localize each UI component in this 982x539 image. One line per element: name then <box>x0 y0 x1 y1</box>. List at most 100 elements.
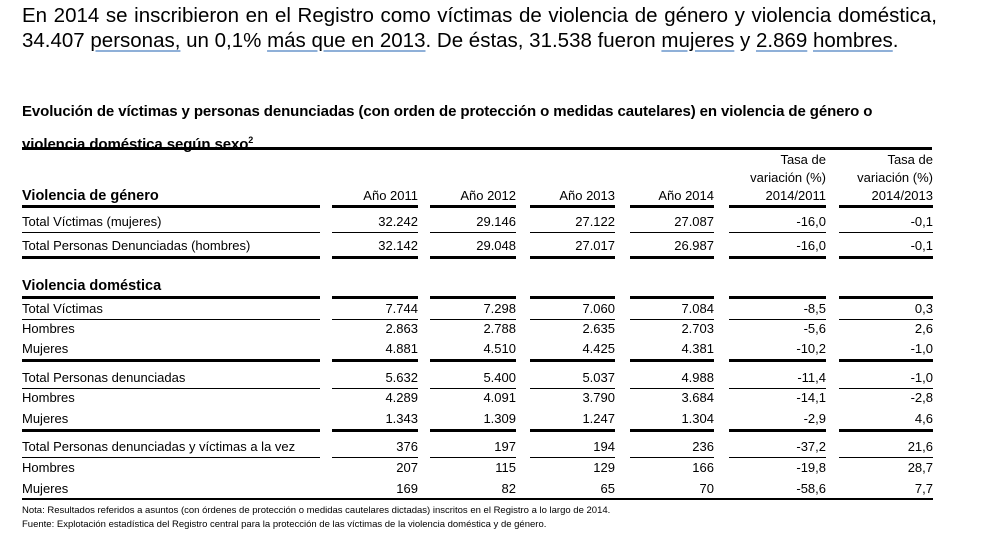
intro-paragraph: En 2014 se inscribieron en el Registro c… <box>22 4 937 53</box>
intro-text: . De éstas, 31.538 fueron <box>425 28 662 52</box>
cell-value: 27.017 <box>530 236 615 259</box>
intro-text: y <box>734 28 756 52</box>
table-header: Violencia de género Año 2011 Año 2012 Añ… <box>0 152 982 208</box>
note-text: Nota: Resultados referidos a asuntos (co… <box>22 505 611 516</box>
cell-value: 26.987 <box>630 236 714 259</box>
h: Tasa de <box>780 152 826 167</box>
cell-value: -11,4 <box>729 368 826 389</box>
cell-value: 82 <box>501 481 516 496</box>
cell-value: 236 <box>630 437 714 458</box>
cell-value: 7.084 <box>630 299 714 320</box>
header-2013: Año 2013 <box>530 187 615 208</box>
cell-value: 27.087 <box>630 212 714 233</box>
cell-value: -58,6 <box>796 481 826 496</box>
header-2012: Año 2012 <box>430 187 516 208</box>
cell-value: 32.242 <box>332 212 418 233</box>
cell-value: 70 <box>699 481 714 496</box>
cell-value: -10,2 <box>729 339 826 362</box>
cell-value: 27.122 <box>530 212 615 233</box>
row-label: Total Víctimas (mujeres) <box>22 212 320 233</box>
cell-value: 29.146 <box>430 212 516 233</box>
cell-value: -1,0 <box>839 368 933 389</box>
cell-value: -19,8 <box>796 460 826 475</box>
cell-value: 7.744 <box>332 299 418 320</box>
h: variación (%) <box>857 170 933 185</box>
header-violencia-genero: Violencia de género <box>22 187 320 208</box>
cell-value: 65 <box>600 481 615 496</box>
cell-value: -5,6 <box>803 321 826 336</box>
cell-value: 1.343 <box>332 409 418 432</box>
cell-value: 4.091 <box>483 390 516 405</box>
cell-value: 207 <box>396 460 418 475</box>
cell-value: 2.703 <box>681 321 714 336</box>
intro-text: un 0,1% <box>180 28 268 52</box>
row-label: Mujeres <box>22 481 69 496</box>
cell-value: 1.247 <box>530 409 615 432</box>
rule <box>430 276 516 299</box>
cell-value: 2.863 <box>385 321 418 336</box>
cell-value: 4.881 <box>332 339 418 362</box>
cell-value: 376 <box>332 437 418 458</box>
cell-value: 4.425 <box>530 339 615 362</box>
intro-text: En 2014 se inscribieron en el Registro c… <box>22 4 937 52</box>
source-text: Fuente: Explotación estadística del Regi… <box>22 519 547 530</box>
row-label: Mujeres <box>22 409 320 432</box>
cell-value: 0,3 <box>839 299 933 320</box>
cell-value: 3.790 <box>582 390 615 405</box>
row-label: Mujeres <box>22 339 320 362</box>
header-tasa-2013: Tasa de variación (%) 2014/2013 <box>839 151 933 208</box>
rule <box>630 276 714 299</box>
row-label: Total Personas denunciadas <box>22 368 320 389</box>
row-label: Hombres <box>22 321 75 336</box>
cell-value: 2,6 <box>914 321 933 336</box>
h: variación (%) <box>750 170 826 185</box>
intro-text: mujeres <box>661 28 735 52</box>
cell-value: 4,6 <box>839 409 933 432</box>
cell-value: 4.381 <box>630 339 714 362</box>
cell-value: -8,5 <box>729 299 826 320</box>
cell-value: 129 <box>593 460 615 475</box>
title-rule <box>22 147 932 150</box>
cell-value: 28,7 <box>907 460 933 475</box>
table-row: Total Víctimas (mujeres) 32.242 29.146 27.1… <box>0 212 982 233</box>
cell-value: 1.309 <box>430 409 516 432</box>
cell-value: 2.635 <box>582 321 615 336</box>
cell-value: 5.632 <box>332 368 418 389</box>
cell-value: 197 <box>430 437 516 458</box>
cell-value: 1.304 <box>630 409 714 432</box>
table-row: Mujeres 169 82 65 70 -58,6 7,7 <box>0 479 982 499</box>
header-tasa-2011: Tasa de variación (%) 2014/2011 <box>729 151 826 208</box>
rule <box>729 276 826 299</box>
intro-text: . <box>892 28 899 52</box>
row-label: Total Personas denunciadas y víctimas a … <box>22 437 320 458</box>
cell-value: -37,2 <box>729 437 826 458</box>
rule <box>839 276 933 299</box>
header-2011: Año 2011 <box>332 187 418 208</box>
cell-value: 4.510 <box>430 339 516 362</box>
cell-value: 7,7 <box>914 481 933 496</box>
cell-value: -1,0 <box>839 339 933 362</box>
cell-value: 7.060 <box>530 299 615 320</box>
cell-value: -16,0 <box>729 236 826 259</box>
intro-text: hombres <box>813 28 893 52</box>
cell-value: 2.788 <box>483 321 516 336</box>
cell-value: 5.400 <box>430 368 516 389</box>
intro-text: más que en 2013 <box>267 28 426 52</box>
h: 2014/2013 <box>871 188 933 203</box>
table-row: Total Víctimas 7.744 7.298 7.060 7.084 -8,5 0,… <box>0 299 982 320</box>
table-row: Total Personas Denunciadas (hombres) 32.1… <box>0 236 982 259</box>
bottom-rule <box>22 498 933 500</box>
cell-value: 4.289 <box>385 390 418 405</box>
intro-text: personas, <box>90 28 181 52</box>
rule <box>332 276 418 299</box>
table-row: Hombres 4.289 4.091 3.790 3.684 -14,1 -2,8 <box>0 388 982 408</box>
row-label: Hombres <box>22 390 75 405</box>
row-label: Hombres <box>22 460 75 475</box>
cell-value: -14,1 <box>796 390 826 405</box>
table-title-text: Evolución de víctimas y personas denunci… <box>22 103 873 153</box>
row-label: Total Personas Denunciadas (hombres) <box>22 236 320 259</box>
table-row: Total Personas denunciadas y víctimas a … <box>0 437 982 458</box>
rule <box>530 276 615 299</box>
cell-value: -0,1 <box>839 236 933 259</box>
table-row: Total Personas denunciadas 5.632 5.400 5.03… <box>0 368 982 389</box>
